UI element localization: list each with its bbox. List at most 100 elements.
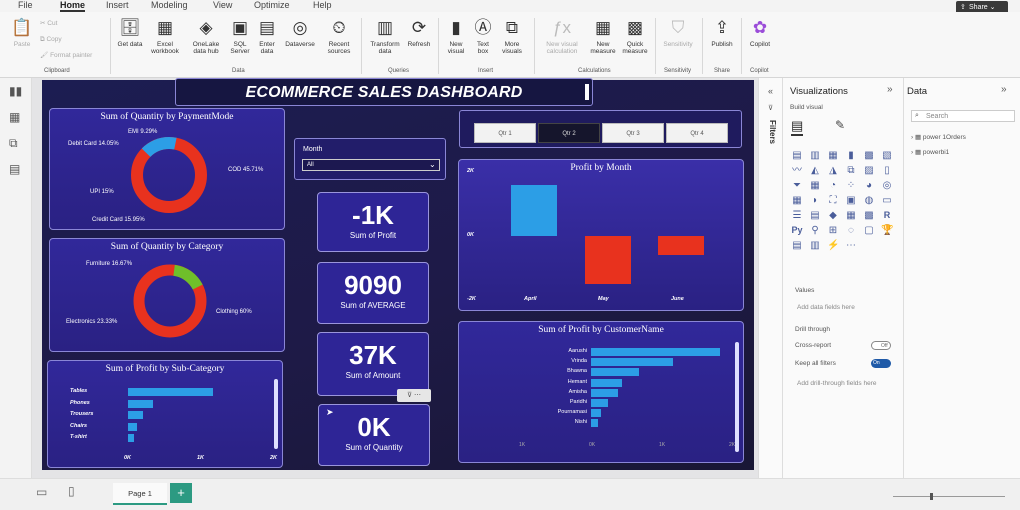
table-item-orders[interactable]: › ▦ power 1Orders: [911, 134, 966, 141]
mobile-layout-icon[interactable]: ▯: [68, 484, 75, 498]
dashboard-title[interactable]: ECOMMERCE SALES DASHBOARD: [175, 78, 593, 106]
model-view-icon[interactable]: ⧉: [9, 136, 18, 150]
more-options-icon[interactable]: ⋯: [414, 392, 422, 399]
customer-card[interactable]: Sum of Profit by CustomerName Aarushi Vri…: [458, 321, 744, 463]
month-dropdown[interactable]: All ⌄: [302, 159, 440, 171]
multi-row-card-icon[interactable]: ▤: [810, 210, 820, 221]
column-icon[interactable]: ▮: [848, 150, 854, 161]
publish-button[interactable]: ⇪ Publish: [706, 18, 738, 48]
format-painter-button[interactable]: 🖌 Format painter: [40, 52, 93, 59]
dax-view-icon[interactable]: ▤: [9, 162, 21, 176]
enter-data-button[interactable]: ▤ Enter data: [254, 18, 280, 55]
kpi-profit[interactable]: -1K Sum of Profit: [317, 192, 429, 252]
qtr-4-button[interactable]: Qtr 4: [666, 123, 728, 143]
more-icon[interactable]: ⋯: [846, 240, 856, 251]
desktop-layout-icon[interactable]: ▭: [36, 485, 48, 499]
copilot-button[interactable]: ✿ Copilot: [744, 18, 776, 48]
pie-chart-icon[interactable]: ◕: [865, 180, 873, 191]
sql-server-button[interactable]: ▣ SQL Server: [228, 18, 252, 55]
r-visual-icon[interactable]: R: [883, 210, 891, 220]
filled-map-icon[interactable]: ◆: [829, 210, 837, 221]
menu-file[interactable]: File: [18, 0, 33, 10]
visual-header-toolbar[interactable]: ⊽ ⋯: [397, 389, 431, 402]
combo-icon[interactable]: ▨: [864, 165, 874, 176]
menu-insert[interactable]: Insert: [106, 0, 129, 10]
stacked-bar-icon[interactable]: ▤: [792, 150, 802, 161]
kpi-icon[interactable]: ◔: [829, 180, 837, 191]
waterfall-icon[interactable]: ▯: [884, 165, 890, 176]
menu-help[interactable]: Help: [313, 0, 332, 10]
recent-sources-button[interactable]: ⏲ Recent sources: [322, 18, 356, 55]
menu-optimize[interactable]: Optimize: [254, 0, 290, 10]
table-matrix-icon[interactable]: ▩: [864, 150, 874, 161]
excel-workbook-button[interactable]: ▦ Excel workbook: [146, 18, 184, 55]
qa-icon[interactable]: ◌: [848, 225, 854, 236]
zoom-slider[interactable]: [893, 496, 1005, 497]
onelake-button[interactable]: ◈ OneLake data hub: [186, 18, 226, 55]
more-visuals-button[interactable]: ⧉ More visuals: [497, 18, 527, 55]
treemap-icon[interactable]: ▦: [810, 180, 820, 191]
dataverse-button[interactable]: ◎ Dataverse: [281, 18, 319, 48]
scrollbar[interactable]: [735, 342, 739, 452]
collapse-data-icon[interactable]: »: [1001, 84, 1007, 95]
collapse-left-icon[interactable]: «: [768, 86, 774, 96]
slicer-icon[interactable]: ☰: [792, 210, 802, 221]
scatter-icon[interactable]: ⁘: [846, 180, 856, 191]
donut-chart-icon[interactable]: ◎: [882, 180, 892, 191]
python-visual-icon[interactable]: Py: [791, 225, 803, 235]
get-data-button[interactable]: 🗄 Get data: [117, 18, 143, 48]
table-view-icon[interactable]: ▦: [9, 110, 21, 124]
filter-icon[interactable]: ⊽: [406, 392, 413, 399]
area-chart-icon[interactable]: ◭: [811, 165, 819, 176]
table-icon[interactable]: ▦: [846, 210, 856, 221]
cross-report-toggle[interactable]: Off: [871, 341, 891, 350]
subcategory-card[interactable]: Sum of Profit by Sub-Category Tables Phon…: [47, 360, 283, 468]
power-automate-icon[interactable]: ⚡: [827, 240, 840, 251]
map-icon[interactable]: ⛶: [829, 195, 837, 206]
line-chart-icon[interactable]: 〰: [792, 165, 802, 176]
filter-pane-icon[interactable]: ⊽: [768, 105, 774, 112]
stacked-area-icon[interactable]: ◮: [829, 165, 837, 176]
payment-mode-card[interactable]: Sum of Quantity by PaymentMode EMI 9.29%…: [49, 108, 285, 230]
transform-data-button[interactable]: ▥ Transform data: [367, 18, 403, 55]
qtr-1-button[interactable]: Qtr 1: [474, 123, 536, 143]
text-box-button[interactable]: Ⓐ Text box: [471, 18, 495, 55]
clustered-column-icon[interactable]: ▥: [810, 150, 820, 161]
shape-map-icon[interactable]: ▣: [846, 195, 856, 206]
qtr-2-button[interactable]: Qtr 2: [538, 123, 600, 143]
filters-pane-tab[interactable]: Filters: [768, 120, 777, 145]
decomposition-icon[interactable]: ⊞: [828, 225, 838, 236]
cut-button[interactable]: ✂ Cut: [40, 20, 58, 27]
menu-view[interactable]: View: [213, 0, 233, 10]
refresh-button[interactable]: ⟳ Refresh: [405, 18, 433, 48]
report-view-icon[interactable]: ▮▮: [9, 84, 23, 98]
matrix-icon[interactable]: ▩: [864, 210, 874, 221]
power-apps-icon[interactable]: ▥: [810, 240, 820, 251]
paste-button[interactable]: 📋 Paste: [11, 18, 33, 48]
category-card[interactable]: Sum of Quantity by Category Furniture 16…: [49, 238, 285, 352]
gauge-icon[interactable]: ◗: [811, 195, 819, 206]
collapse-right-icon[interactable]: »: [887, 84, 893, 95]
page-tab-1[interactable]: Page 1: [113, 483, 167, 505]
quick-measure-button[interactable]: ▩ Quick measure: [620, 18, 650, 55]
build-visual-icon[interactable]: ▤: [791, 118, 804, 136]
format-visual-icon[interactable]: ✎: [835, 118, 846, 132]
new-visual-calculation-button[interactable]: ƒx New visual calculation: [540, 18, 584, 55]
paginated-icon[interactable]: ▤: [792, 240, 802, 251]
profit-by-month-card[interactable]: Profit by Month 2K 0K -2K April May June: [458, 159, 744, 311]
zoom-slider-handle[interactable]: [930, 493, 933, 500]
keep-filters-toggle[interactable]: On: [871, 359, 891, 368]
funnel-icon[interactable]: ⏷: [793, 180, 801, 191]
new-visual-button[interactable]: ▮ New visual: [443, 18, 469, 55]
menu-modeling[interactable]: Modeling: [151, 0, 188, 10]
scrollbar[interactable]: [274, 379, 278, 449]
goals-icon[interactable]: 🏆: [881, 225, 894, 236]
data-search-input[interactable]: ⌕ Search: [911, 110, 1015, 122]
copy-button[interactable]: ⧉ Copy: [40, 36, 62, 43]
card-icon[interactable]: ▭: [882, 195, 892, 206]
stacked-column-icon[interactable]: ▦: [828, 150, 838, 161]
qtr-3-button[interactable]: Qtr 3: [602, 123, 664, 143]
narrative-icon[interactable]: ▢: [864, 225, 874, 236]
kpi-amount[interactable]: 37K Sum of Amount: [317, 332, 429, 396]
values-dropzone[interactable]: Add data fields here: [797, 304, 855, 311]
